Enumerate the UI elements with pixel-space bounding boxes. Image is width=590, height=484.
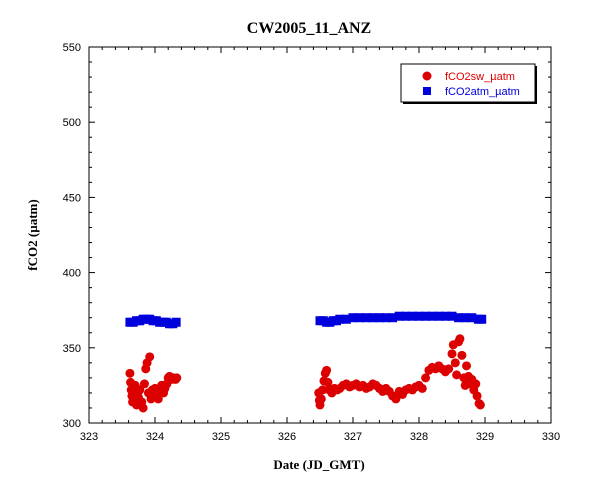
data-point-circle bbox=[421, 373, 431, 383]
series-fco2atm bbox=[125, 311, 487, 329]
legend-shadow-right bbox=[535, 66, 537, 104]
data-point-circle bbox=[153, 394, 163, 404]
data-point-square bbox=[348, 313, 358, 323]
data-point-circle bbox=[125, 368, 135, 378]
data-point-square bbox=[454, 313, 464, 323]
data-point-square bbox=[335, 314, 345, 324]
y-tick-label: 550 bbox=[63, 42, 81, 54]
x-tick-label: 325 bbox=[212, 431, 230, 443]
x-tick-label: 330 bbox=[542, 431, 560, 443]
data-point-circle bbox=[444, 364, 454, 374]
data-point-square bbox=[447, 311, 457, 321]
data-point-square bbox=[394, 311, 404, 321]
data-point-square bbox=[381, 313, 391, 323]
data-point-circle bbox=[145, 352, 155, 362]
data-point-square bbox=[460, 313, 470, 323]
data-point-circle bbox=[457, 350, 467, 360]
data-point-square bbox=[407, 311, 417, 321]
x-tick-label: 327 bbox=[344, 431, 362, 443]
legend: fCO2sw_µatm fCO2atm_µatm bbox=[400, 63, 537, 104]
data-marks bbox=[125, 311, 487, 413]
y-axis-label: fCO2 (µatm) bbox=[25, 199, 40, 270]
chart-title: CW2005_11_ANZ bbox=[247, 20, 371, 37]
plot-area bbox=[88, 46, 552, 424]
legend-label-fco2atm: fCO2atm_µatm bbox=[445, 86, 520, 98]
y-tick-label: 500 bbox=[63, 117, 81, 129]
data-point-square bbox=[388, 313, 398, 323]
data-point-circle bbox=[475, 400, 485, 410]
data-point-square bbox=[401, 311, 411, 321]
x-tick-label: 329 bbox=[476, 431, 494, 443]
legend-shadow-bottom bbox=[403, 102, 537, 104]
data-point-circle bbox=[316, 394, 326, 404]
data-point-square bbox=[427, 311, 437, 321]
data-point-square bbox=[434, 311, 444, 321]
data-point-square bbox=[440, 311, 450, 321]
x-tick-label: 328 bbox=[410, 431, 428, 443]
y-tick-labels: 300 350 400 450 500 550 bbox=[63, 42, 81, 430]
data-point-circle bbox=[318, 385, 328, 395]
x-tick-label: 323 bbox=[80, 431, 98, 443]
data-point-square bbox=[171, 317, 181, 327]
data-point-square bbox=[355, 313, 365, 323]
y-tick-label: 300 bbox=[63, 418, 81, 430]
data-point-circle bbox=[172, 373, 182, 383]
x-axis-label: Date (JD_GMT) bbox=[273, 457, 364, 472]
data-point-square bbox=[467, 313, 477, 323]
data-point-circle bbox=[462, 361, 472, 371]
data-point-square bbox=[361, 313, 371, 323]
data-point-circle bbox=[417, 383, 427, 393]
data-point-square bbox=[421, 311, 431, 321]
x-tick-label: 326 bbox=[278, 431, 296, 443]
data-point-circle bbox=[322, 365, 332, 375]
legend-label-fco2sw: fCO2sw_µatm bbox=[445, 71, 515, 83]
data-point-circle bbox=[450, 358, 460, 368]
data-point-circle bbox=[391, 394, 401, 404]
data-point-circle bbox=[472, 391, 482, 401]
data-point-circle bbox=[471, 379, 481, 389]
axis-ticks bbox=[88, 46, 552, 424]
x-tick-labels: 323 324 325 326 327 328 329 330 bbox=[80, 431, 560, 443]
data-point-square bbox=[477, 314, 487, 324]
data-point-circle bbox=[323, 377, 333, 387]
x-tick-label: 324 bbox=[146, 431, 164, 443]
data-point-square bbox=[368, 313, 378, 323]
data-point-circle bbox=[455, 334, 465, 344]
y-tick-label: 350 bbox=[63, 343, 81, 355]
data-point-square bbox=[374, 313, 384, 323]
data-point-circle bbox=[447, 349, 457, 359]
data-point-circle bbox=[139, 379, 149, 389]
data-point-square bbox=[414, 311, 424, 321]
legend-marker-fco2sw bbox=[422, 71, 432, 81]
y-tick-label: 450 bbox=[63, 192, 81, 204]
y-tick-label: 400 bbox=[63, 268, 81, 280]
legend-marker-fco2atm bbox=[423, 87, 431, 95]
data-point-square bbox=[341, 314, 351, 324]
data-point-circle bbox=[452, 370, 462, 380]
data-point-circle bbox=[138, 403, 148, 413]
series-fco2sw bbox=[125, 334, 485, 413]
